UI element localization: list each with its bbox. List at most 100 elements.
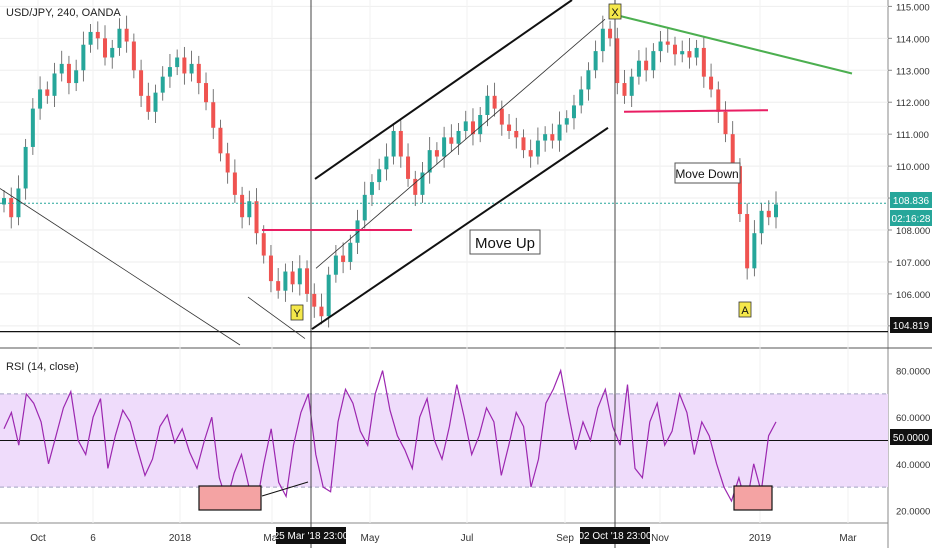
arrow-to-y [247,296,306,339]
rsi-tick-label: 60.0000 [896,413,930,424]
candle-body [398,130,403,157]
candle-body [95,31,100,39]
price-tick-label: 111.000 [896,130,929,141]
candle-body [478,115,483,135]
candle-body [687,51,692,58]
rsi-current-value: 50.0000 [893,433,930,444]
time-tick-label: Mar [839,533,857,544]
candle-body [470,121,475,135]
candle-body [124,28,129,42]
candle-body [117,28,122,48]
candle-body [52,73,57,96]
rsi-line [3,368,777,508]
descending-line [0,188,241,346]
descending-trend-line [619,15,853,75]
candle-body [694,47,699,58]
candle-body [59,63,64,74]
candle-body [701,47,706,77]
candles [2,15,778,328]
move-down-box [674,162,741,184]
countdown: 02:16:28 [892,214,931,225]
crosshair-label-1: 25 Mar '18 23:00 [274,531,349,542]
candle-body [571,105,576,119]
candle-body [766,210,771,218]
candle-body [81,44,86,71]
candle-body [492,95,497,109]
candle-body [593,51,598,71]
time-tick-label: Sep [556,533,574,544]
price-tick-label: 106.000 [896,290,930,301]
rsi-value-badge [890,429,932,445]
resistance-line-2 [623,109,769,113]
move-up-box [469,229,541,255]
overlays [0,0,888,548]
crosshair-label-1-box [276,527,346,544]
arrow-y-to-x [315,18,606,269]
candle-body [131,41,136,71]
price-tick-label: 110.000 [896,162,930,173]
candle-body [261,233,266,256]
candle-body [153,92,158,112]
candle-body [283,271,288,291]
candle-body [290,271,295,285]
price-tick-label: 107.000 [896,258,930,269]
time-tick-label: 2019 [749,533,772,544]
candle-body [658,41,663,52]
rsi-title: RSI (14, close) [6,361,79,373]
marker-a: A [741,305,749,317]
candle-body [730,134,735,167]
chart-title: USD/JPY, 240, OANDA [6,7,121,19]
marker-a-box [738,301,752,318]
channel-bottom-line [311,126,609,330]
candle-body [319,306,324,317]
time-tick-label: Jul [461,533,474,544]
candle-body [420,172,425,195]
candle-body [665,41,670,45]
marker-y-box [290,304,304,321]
time-tick-label: Nov [651,533,669,544]
move-up-label: Move Up [475,235,535,252]
candle-body [507,124,512,131]
candle-body [88,31,93,45]
candle-body [723,111,728,135]
candle-body [413,178,418,195]
candle-body [499,108,504,125]
price-tick-label: 113.000 [896,66,930,77]
candle-body [745,214,750,269]
marker-x-box [608,3,622,20]
candle-body [2,198,6,205]
candle-body [716,89,721,112]
candle-body [528,150,533,157]
rsi-divergence-arrow [261,481,309,497]
rsi-tick-label: 20.0000 [896,506,930,517]
candle-body [644,60,649,71]
candle-body [456,130,461,144]
marker-y: Y [293,308,301,320]
candle-body [377,169,382,183]
candle-body [189,63,194,74]
candle-body [38,89,43,109]
candle-body [66,63,71,84]
candle-body [434,150,439,157]
candle-body [167,67,172,77]
rsi-divergence-box-1 [198,485,262,511]
candle-body [463,121,468,131]
price-tick-label: 115.000 [896,2,930,13]
channel-top-line [314,0,573,180]
candle-body [535,140,540,157]
candle-body [384,156,389,170]
candle-body [196,63,201,84]
candle-body [362,194,367,221]
candle-body [442,137,447,157]
countdown-badge [890,210,932,226]
candle-body [225,153,230,173]
candle-body [297,268,302,285]
candle-body [543,134,548,141]
candle-body [276,281,281,291]
time-tick-label: Oct [30,533,46,544]
candle-body [30,108,35,147]
candle-body [579,89,584,106]
candle-body [74,70,79,84]
candle-body [629,76,634,96]
